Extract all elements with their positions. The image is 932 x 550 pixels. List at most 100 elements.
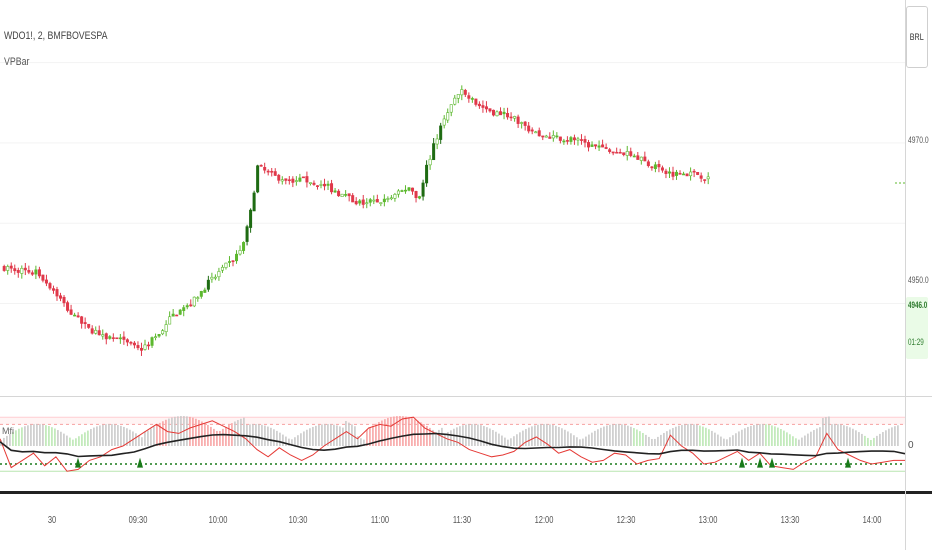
candle [615, 147, 619, 154]
candles [2, 85, 710, 356]
candle [692, 169, 696, 178]
histogram-bar [792, 436, 794, 446]
candle-body [20, 268, 24, 274]
price-chart[interactable] [0, 0, 905, 395]
candle [411, 187, 415, 195]
candle-body [513, 116, 517, 119]
candle-body [439, 125, 443, 140]
candle [590, 141, 594, 147]
histogram-bar [786, 432, 788, 446]
time-label: 30 [47, 515, 57, 526]
histogram-bar [852, 428, 854, 446]
histogram-bar [414, 419, 416, 446]
histogram-bar [369, 427, 371, 446]
histogram-bar [768, 424, 770, 446]
candle-body [629, 151, 633, 156]
candle-body [220, 266, 224, 271]
indicator-zero-label: 0 [908, 440, 914, 451]
candle-body [245, 226, 249, 242]
histogram-bar [198, 420, 200, 446]
histogram-bar [303, 431, 305, 446]
histogram-bar [573, 435, 575, 446]
histogram-bar [159, 422, 161, 446]
histogram-bar [18, 428, 20, 446]
candle [59, 292, 63, 302]
candle-body [16, 270, 20, 273]
candle-body [196, 297, 200, 299]
histogram-bar [321, 424, 323, 446]
candle [541, 135, 545, 141]
candle-body [80, 316, 84, 324]
candle-body [562, 140, 566, 143]
candle [382, 194, 386, 207]
candle-body [111, 337, 115, 339]
currency-button[interactable]: BRL [906, 6, 928, 68]
histogram-bar [669, 429, 671, 446]
time-label: 10:30 [288, 515, 308, 526]
histogram-bar [252, 424, 254, 446]
histogram-bar [423, 424, 425, 446]
histogram-bar [66, 435, 68, 446]
candle [301, 176, 305, 179]
candle [379, 202, 383, 207]
candle-body [407, 187, 411, 191]
candle-body [442, 118, 446, 126]
histogram-bar [345, 421, 347, 446]
candle-body [576, 138, 580, 141]
candle [425, 160, 429, 187]
histogram-bar [864, 435, 866, 446]
candle-body [548, 136, 552, 139]
histogram-bar [807, 433, 809, 446]
study-title[interactable]: VPBar [4, 56, 30, 68]
candle-body [579, 139, 583, 141]
candle-body [23, 267, 27, 271]
candle-body [696, 171, 700, 175]
histogram-bar [306, 429, 308, 446]
mfi-indicator-pane[interactable] [0, 398, 905, 488]
histogram-bar [111, 424, 113, 446]
candle [537, 127, 541, 137]
histogram-bar [342, 427, 344, 446]
histogram-bar [375, 423, 377, 446]
pane-divider[interactable] [0, 396, 932, 397]
histogram-bar [804, 435, 806, 446]
candle-body [502, 111, 506, 115]
candle [30, 270, 34, 276]
candle [73, 312, 77, 317]
candle [227, 256, 231, 267]
histogram-bar [291, 439, 293, 446]
candle-body [678, 173, 682, 175]
candle-body [692, 170, 696, 173]
histogram-bar [237, 420, 239, 446]
candle [643, 151, 647, 162]
candle [76, 312, 80, 318]
candle [235, 250, 239, 264]
candle-body [622, 152, 626, 156]
candle-body [523, 121, 527, 126]
candle-body [259, 164, 263, 167]
histogram-bar [621, 424, 623, 446]
candle [337, 189, 341, 197]
histogram-bar [144, 431, 146, 446]
candle-body [488, 108, 492, 112]
histogram-bar [222, 428, 224, 446]
histogram-bar [708, 429, 710, 446]
histogram-bar [603, 426, 605, 446]
candle-body [428, 158, 432, 166]
histogram-bar [384, 419, 386, 446]
histogram-bar [828, 416, 830, 446]
candle [625, 145, 629, 161]
candle-body [604, 147, 608, 149]
candle-body [583, 139, 587, 143]
candle [291, 176, 295, 188]
candle-body [611, 151, 615, 154]
histogram-bar [615, 424, 617, 446]
candle [523, 121, 527, 131]
candle-body [337, 190, 341, 197]
candle [439, 122, 443, 144]
histogram-bar [324, 424, 326, 446]
candle [400, 189, 404, 192]
histogram-bar [36, 424, 38, 446]
candle [551, 130, 555, 142]
candle-body [639, 156, 643, 161]
